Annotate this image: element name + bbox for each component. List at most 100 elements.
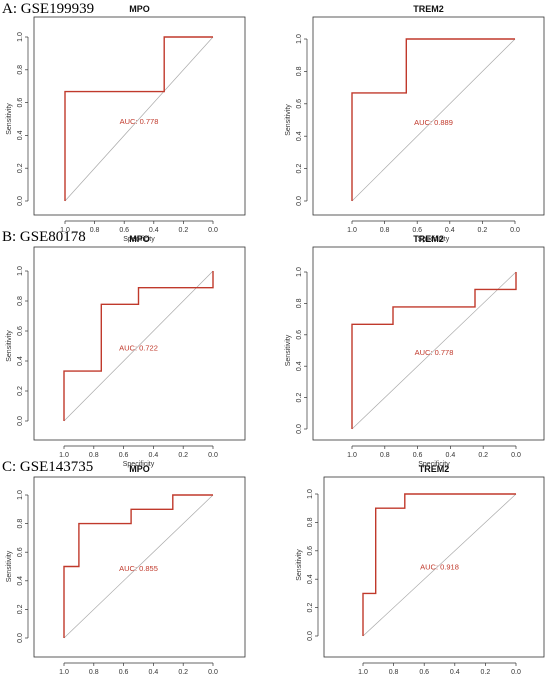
x-tick-label: 0.0 xyxy=(208,452,218,459)
x-tick-label: 1.0 xyxy=(358,669,368,675)
chart-title: TREM2 xyxy=(413,4,444,14)
x-tick-label: 0.8 xyxy=(380,227,390,234)
y-tick-label: 0.2 xyxy=(296,393,303,403)
chart-title: MPO xyxy=(129,4,150,14)
y-tick-label: 1.0 xyxy=(296,34,303,44)
x-tick-label: 0.2 xyxy=(481,669,491,675)
roc-curve xyxy=(63,494,213,638)
y-tick-label: 0.2 xyxy=(296,164,303,174)
x-tick-label: 0.6 xyxy=(413,452,423,459)
section-label-b: B: GSE80178 xyxy=(2,229,86,245)
auc-label: AUC: 0.918 xyxy=(420,562,459,571)
y-tick-label: 0.8 xyxy=(17,65,24,75)
chart-title: TREM2 xyxy=(419,464,450,474)
y-tick-label: 0.4 xyxy=(17,356,24,366)
diagonal-reference-line xyxy=(362,493,517,637)
y-tick-label: 0.4 xyxy=(296,361,303,371)
roc-curve xyxy=(362,493,516,636)
diagonal-reference-line xyxy=(351,271,517,430)
y-tick-label: 0.2 xyxy=(307,603,314,613)
x-axis-label: Specificity xyxy=(123,461,155,468)
y-tick-label: 0.6 xyxy=(296,99,303,109)
x-tick-label: 0.8 xyxy=(89,669,99,675)
diagonal-reference-line xyxy=(63,494,214,639)
y-tick-label: 0.6 xyxy=(296,330,303,340)
roc-chart-b-mpo: MPO 1.0 0.8 0.6 0.4 0.2 0.0 Specificity 0.0 0.2 0.… xyxy=(6,234,246,468)
x-tick-label: 0.8 xyxy=(389,669,399,675)
diagonal-reference-line xyxy=(64,36,214,202)
x-tick-label: 0.8 xyxy=(90,227,100,234)
y-tick-label: 0.0 xyxy=(17,633,24,643)
auc-label: AUC: 0.778 xyxy=(120,117,159,126)
plot-frame xyxy=(312,16,545,216)
roc-chart-c-mpo: MPO 1.0 0.8 0.6 0.4 0.2 0.0 Specificity 0.0 0.2 0.… xyxy=(6,464,246,675)
y-tick-label: 0.4 xyxy=(17,130,24,140)
y-axis-label: Sensitivity xyxy=(6,103,13,135)
x-tick-label: 1.0 xyxy=(60,227,70,234)
x-tick-label: 1.0 xyxy=(347,452,357,459)
x-tick-label: 0.4 xyxy=(445,227,455,234)
x-axis-label: Specificity xyxy=(418,236,450,243)
y-axis-label: Sensitivity xyxy=(296,549,303,581)
x-tick-label: 0.4 xyxy=(149,669,159,675)
y-axis-label: Sensitivity xyxy=(285,104,292,136)
x-tick-label: 0.8 xyxy=(89,452,99,459)
y-tick-label: 1.0 xyxy=(17,266,24,276)
roc-curve xyxy=(351,272,517,429)
x-tick-label: 0.2 xyxy=(178,452,188,459)
x-tick-label: 0.6 xyxy=(119,227,129,234)
y-tick-label: 0.2 xyxy=(17,604,24,614)
section-label-c: C: GSE143735 xyxy=(2,459,94,475)
x-axis-label: Specificity xyxy=(123,236,155,243)
y-axis-label: Sensitivity xyxy=(6,330,13,362)
roc-curve xyxy=(63,271,214,421)
auc-label: AUC: 0.855 xyxy=(119,564,158,573)
chart-title: MPO xyxy=(129,464,150,474)
x-axis-label: Specificity xyxy=(418,461,450,468)
y-tick-label: 0.4 xyxy=(296,131,303,141)
x-tick-label: 0.0 xyxy=(511,669,521,675)
x-tick-label: 1.0 xyxy=(347,227,357,234)
y-tick-label: 0.4 xyxy=(307,574,314,584)
plot-frame xyxy=(33,246,246,441)
y-tick-label: 1.0 xyxy=(17,490,24,500)
y-tick-label: 0.8 xyxy=(17,519,24,529)
y-tick-label: 0.0 xyxy=(17,416,24,426)
y-tick-label: 0.0 xyxy=(296,424,303,434)
auc-label: AUC: 0.889 xyxy=(414,118,453,127)
y-axis-label: Sensitivity xyxy=(285,334,292,366)
roc-chart-b-trem2: TREM2 1.0 0.8 0.6 0.4 0.2 0.0 Specificity 0.0 0.2… xyxy=(285,234,545,468)
y-tick-label: 0.0 xyxy=(296,196,303,206)
y-tick-label: 0.8 xyxy=(296,298,303,308)
plot-frame xyxy=(33,476,246,658)
x-tick-label: 0.6 xyxy=(412,227,422,234)
section-label-a: A: GSE199939 xyxy=(2,1,95,17)
x-tick-label: 0.8 xyxy=(380,452,390,459)
roc-chart-a-trem2: TREM2 1.0 0.8 0.6 0.4 0.2 0.0 Specificity 0.0 0.2… xyxy=(285,4,545,243)
plot-frame xyxy=(323,476,545,658)
y-tick-label: 0.6 xyxy=(17,326,24,336)
y-tick-label: 0.0 xyxy=(17,196,24,206)
roc-chart-c-trem2: TREM2 1.0 0.8 0.6 0.4 0.2 0.0 Specificity 0.0 0.2… xyxy=(296,464,545,675)
plot-frame xyxy=(33,16,246,216)
y-tick-label: 1.0 xyxy=(17,32,24,42)
y-tick-label: 0.2 xyxy=(17,163,24,173)
x-tick-label: 1.0 xyxy=(59,669,69,675)
y-tick-label: 0.6 xyxy=(17,98,24,108)
y-tick-label: 0.0 xyxy=(307,631,314,641)
x-tick-label: 0.0 xyxy=(208,669,218,675)
auc-label: AUC: 0.722 xyxy=(119,344,158,353)
x-tick-label: 0.0 xyxy=(510,227,520,234)
chart-title: TREM2 xyxy=(413,234,444,244)
y-tick-label: 0.8 xyxy=(307,517,314,527)
diagonal-reference-line xyxy=(63,270,214,422)
plot-frame xyxy=(312,246,545,441)
y-tick-label: 0.4 xyxy=(17,576,24,586)
x-tick-label: 0.2 xyxy=(178,669,188,675)
chart-title: MPO xyxy=(129,234,150,244)
y-tick-label: 0.6 xyxy=(307,546,314,556)
y-tick-label: 0.8 xyxy=(296,66,303,76)
x-tick-label: 1.0 xyxy=(59,452,69,459)
y-tick-label: 0.8 xyxy=(17,296,24,306)
x-tick-label: 0.6 xyxy=(119,669,129,675)
